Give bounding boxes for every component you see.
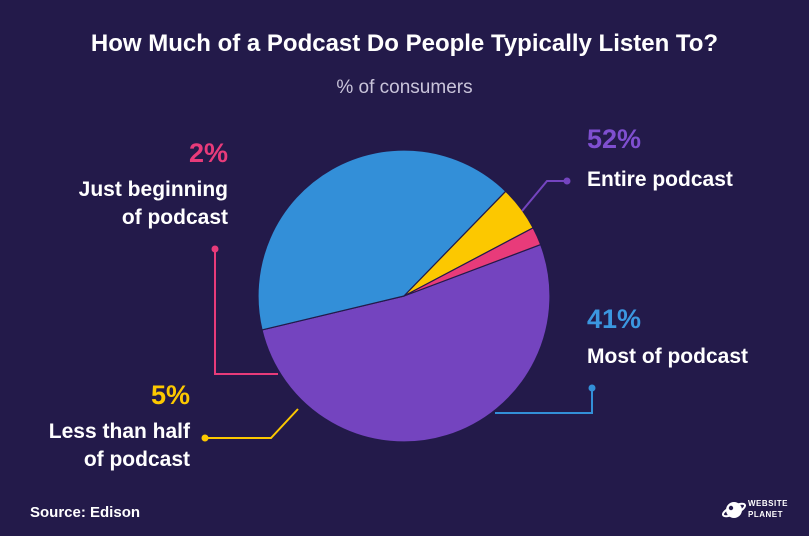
slice-label-less-line1: Less than half [48, 420, 190, 443]
slice-label-most-line1: Most of podcast [587, 345, 748, 368]
leader-dot-most [588, 384, 596, 392]
slice-label-less-line2: of podcast [83, 448, 190, 471]
slice-pct-entire: 52% [587, 124, 642, 154]
slice-label-begin-line1: Just beginning [78, 178, 228, 201]
pie-slice-begin [403, 227, 542, 297]
logo-text-line2: PLANET [748, 510, 783, 519]
leader-line-most [495, 389, 593, 414]
slice-pct-less: 5% [150, 380, 190, 410]
slice-label-begin: Just beginning of podcast [40, 176, 228, 232]
logo-text-line1: WEBSITE [748, 499, 788, 508]
pie-slice-most [257, 149, 507, 331]
leader-dot-less [201, 434, 209, 442]
slice-label-begin-line2: of podcast [121, 206, 228, 229]
source-note: Source: Edison [30, 504, 141, 521]
website-planet-logo[interactable]: WEBSITE PLANET [722, 496, 792, 524]
chart-title: How Much of a Podcast Do People Typicall… [90, 30, 719, 57]
slice-label-most: Most of podcast [587, 343, 748, 371]
planet-icon [722, 502, 746, 518]
slice-pct-begin: 2% [188, 138, 228, 168]
slice-pct-most: 41% [587, 304, 642, 334]
logo-text: WEBSITE PLANET [748, 498, 788, 520]
leader-line-less [206, 408, 299, 439]
slice-label-entire-line1: Entire podcast [587, 168, 733, 191]
slice-label-less: Less than half of podcast [20, 418, 190, 474]
leader-line-begin [214, 250, 278, 375]
pie-slice-entire [261, 243, 551, 443]
leader-dot-begin [211, 245, 219, 253]
chart-subtitle: % of consumers [336, 77, 473, 98]
leader-line-entire [521, 180, 566, 212]
pie-slices [257, 149, 551, 443]
slice-label-entire: Entire podcast [587, 166, 733, 194]
leader-dot-entire [563, 177, 571, 185]
